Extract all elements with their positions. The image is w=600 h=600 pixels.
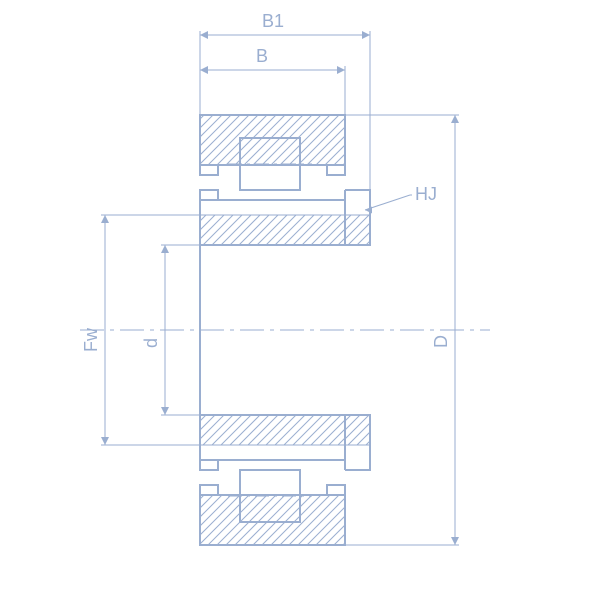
svg-text:d: d <box>141 338 161 348</box>
svg-text:HJ: HJ <box>415 184 437 204</box>
svg-text:B: B <box>256 46 268 66</box>
svg-text:B1: B1 <box>262 11 284 31</box>
svg-text:D: D <box>431 335 451 348</box>
svg-text:Fw: Fw <box>81 327 101 352</box>
